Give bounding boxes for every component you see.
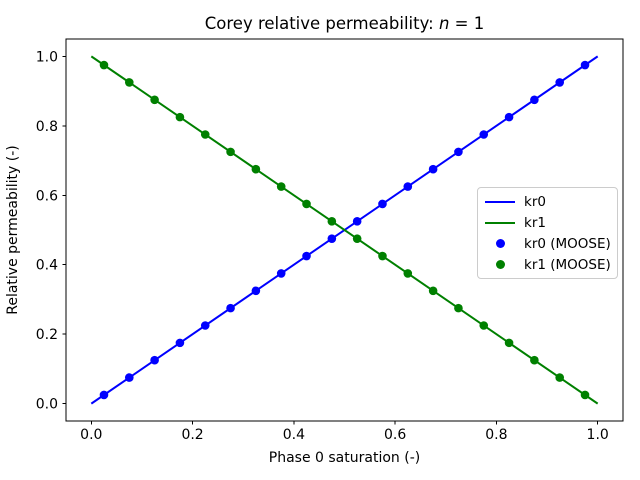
point-kr1 (MOOSE) <box>403 269 413 278</box>
point-kr1 (MOOSE) <box>555 373 565 382</box>
dot-swatch-icon <box>495 239 505 248</box>
chart-layer: 0.0 0.2 0.4 0.6 0.8 1.0 0.0 0.2 0.4 0.6 0.8 1.0 <box>36 38 624 443</box>
point-kr1 (MOOSE) <box>150 95 159 105</box>
point-kr0 (MOOSE) <box>200 321 210 330</box>
y-tick-label: 0.8 <box>36 119 58 135</box>
y-tick-label: 1.0 <box>36 49 58 65</box>
legend-label: kr1 (MOOSE) <box>524 256 611 273</box>
point-kr0 (MOOSE) <box>403 182 413 191</box>
point-kr0 (MOOSE) <box>99 390 109 400</box>
point-kr0 (MOOSE) <box>479 130 489 139</box>
chart-title-variable: n <box>439 14 449 33</box>
point-kr0 (MOOSE) <box>226 303 235 313</box>
legend: kr0 kr1 kr0 (MOOSE) kr1 (MOOSE) <box>477 187 618 279</box>
y-tick-label: 0.2 <box>36 327 58 343</box>
legend-line-swatch <box>485 200 515 203</box>
point-kr1 (MOOSE) <box>504 338 514 348</box>
point-kr1 (MOOSE) <box>352 234 362 243</box>
chart-title-suffix: = 1 <box>449 14 484 33</box>
point-kr0 (MOOSE) <box>530 95 539 105</box>
point-kr1 (MOOSE) <box>302 199 311 209</box>
point-kr0 (MOOSE) <box>124 373 134 382</box>
legend-entry: kr0 (MOOSE) <box>485 233 611 254</box>
point-kr1 (MOOSE) <box>580 390 590 400</box>
legend-line-swatch <box>485 221 515 224</box>
y-axis-label: Relative permeability (-) <box>5 145 21 315</box>
chart-title: Corey relative permeability: n = 1 <box>205 14 485 33</box>
point-kr0 (MOOSE) <box>428 164 438 174</box>
x-tick-label: 0.6 <box>384 427 406 443</box>
legend-entry: kr1 <box>485 212 610 233</box>
point-kr1 (MOOSE) <box>124 78 134 87</box>
point-kr1 (MOOSE) <box>175 112 185 122</box>
y-tick-label: 0.0 <box>36 397 58 413</box>
point-kr0 (MOOSE) <box>251 286 261 296</box>
point-kr0 (MOOSE) <box>378 199 387 209</box>
point-kr0 (MOOSE) <box>150 355 159 365</box>
point-kr0 (MOOSE) <box>327 234 337 243</box>
line-swatch-icon <box>485 221 515 224</box>
point-kr0 (MOOSE) <box>454 147 463 157</box>
x-tick-label: 0.8 <box>485 427 507 443</box>
x-axis-label: Phase 0 saturation (-) <box>269 450 420 466</box>
point-kr1 (MOOSE) <box>99 60 109 70</box>
line-kr1 <box>90 55 599 405</box>
x-tick-label: 1.0 <box>587 427 609 443</box>
x-tick-label: 0.4 <box>283 427 305 443</box>
legend-label: kr0 <box>524 193 546 210</box>
point-kr1 (MOOSE) <box>378 251 387 261</box>
point-kr0 (MOOSE) <box>276 269 286 278</box>
point-kr1 (MOOSE) <box>479 321 489 330</box>
point-kr1 (MOOSE) <box>454 303 463 313</box>
axes-spines <box>65 38 624 422</box>
point-kr1 (MOOSE) <box>251 164 261 174</box>
chart-title-prefix: Corey relative permeability: <box>205 14 439 33</box>
y-tick-label: 0.6 <box>36 188 58 204</box>
point-kr1 (MOOSE) <box>428 286 438 296</box>
point-kr0 (MOOSE) <box>555 78 565 87</box>
x-tick-label: 0.0 <box>80 427 102 443</box>
legend-label: kr1 <box>524 214 546 231</box>
legend-entry: kr1 (MOOSE) <box>485 254 611 275</box>
point-kr0 (MOOSE) <box>580 60 590 70</box>
point-kr0 (MOOSE) <box>504 112 514 122</box>
point-kr1 (MOOSE) <box>226 147 235 157</box>
point-kr0 (MOOSE) <box>352 217 362 226</box>
legend-marker-swatch <box>485 260 515 269</box>
legend-entry: kr0 <box>485 191 610 212</box>
point-kr1 (MOOSE) <box>327 217 337 226</box>
point-kr1 (MOOSE) <box>200 130 210 139</box>
legend-marker-swatch <box>485 239 515 248</box>
point-kr1 (MOOSE) <box>276 182 286 191</box>
point-kr0 (MOOSE) <box>302 251 311 261</box>
line-swatch-icon <box>485 200 515 203</box>
dot-swatch-icon <box>495 260 505 269</box>
point-kr1 (MOOSE) <box>530 355 539 365</box>
x-tick-label: 0.2 <box>181 427 203 443</box>
point-kr0 (MOOSE) <box>175 338 185 348</box>
y-tick-label: 0.4 <box>36 258 58 274</box>
legend-label: kr0 (MOOSE) <box>524 235 611 252</box>
